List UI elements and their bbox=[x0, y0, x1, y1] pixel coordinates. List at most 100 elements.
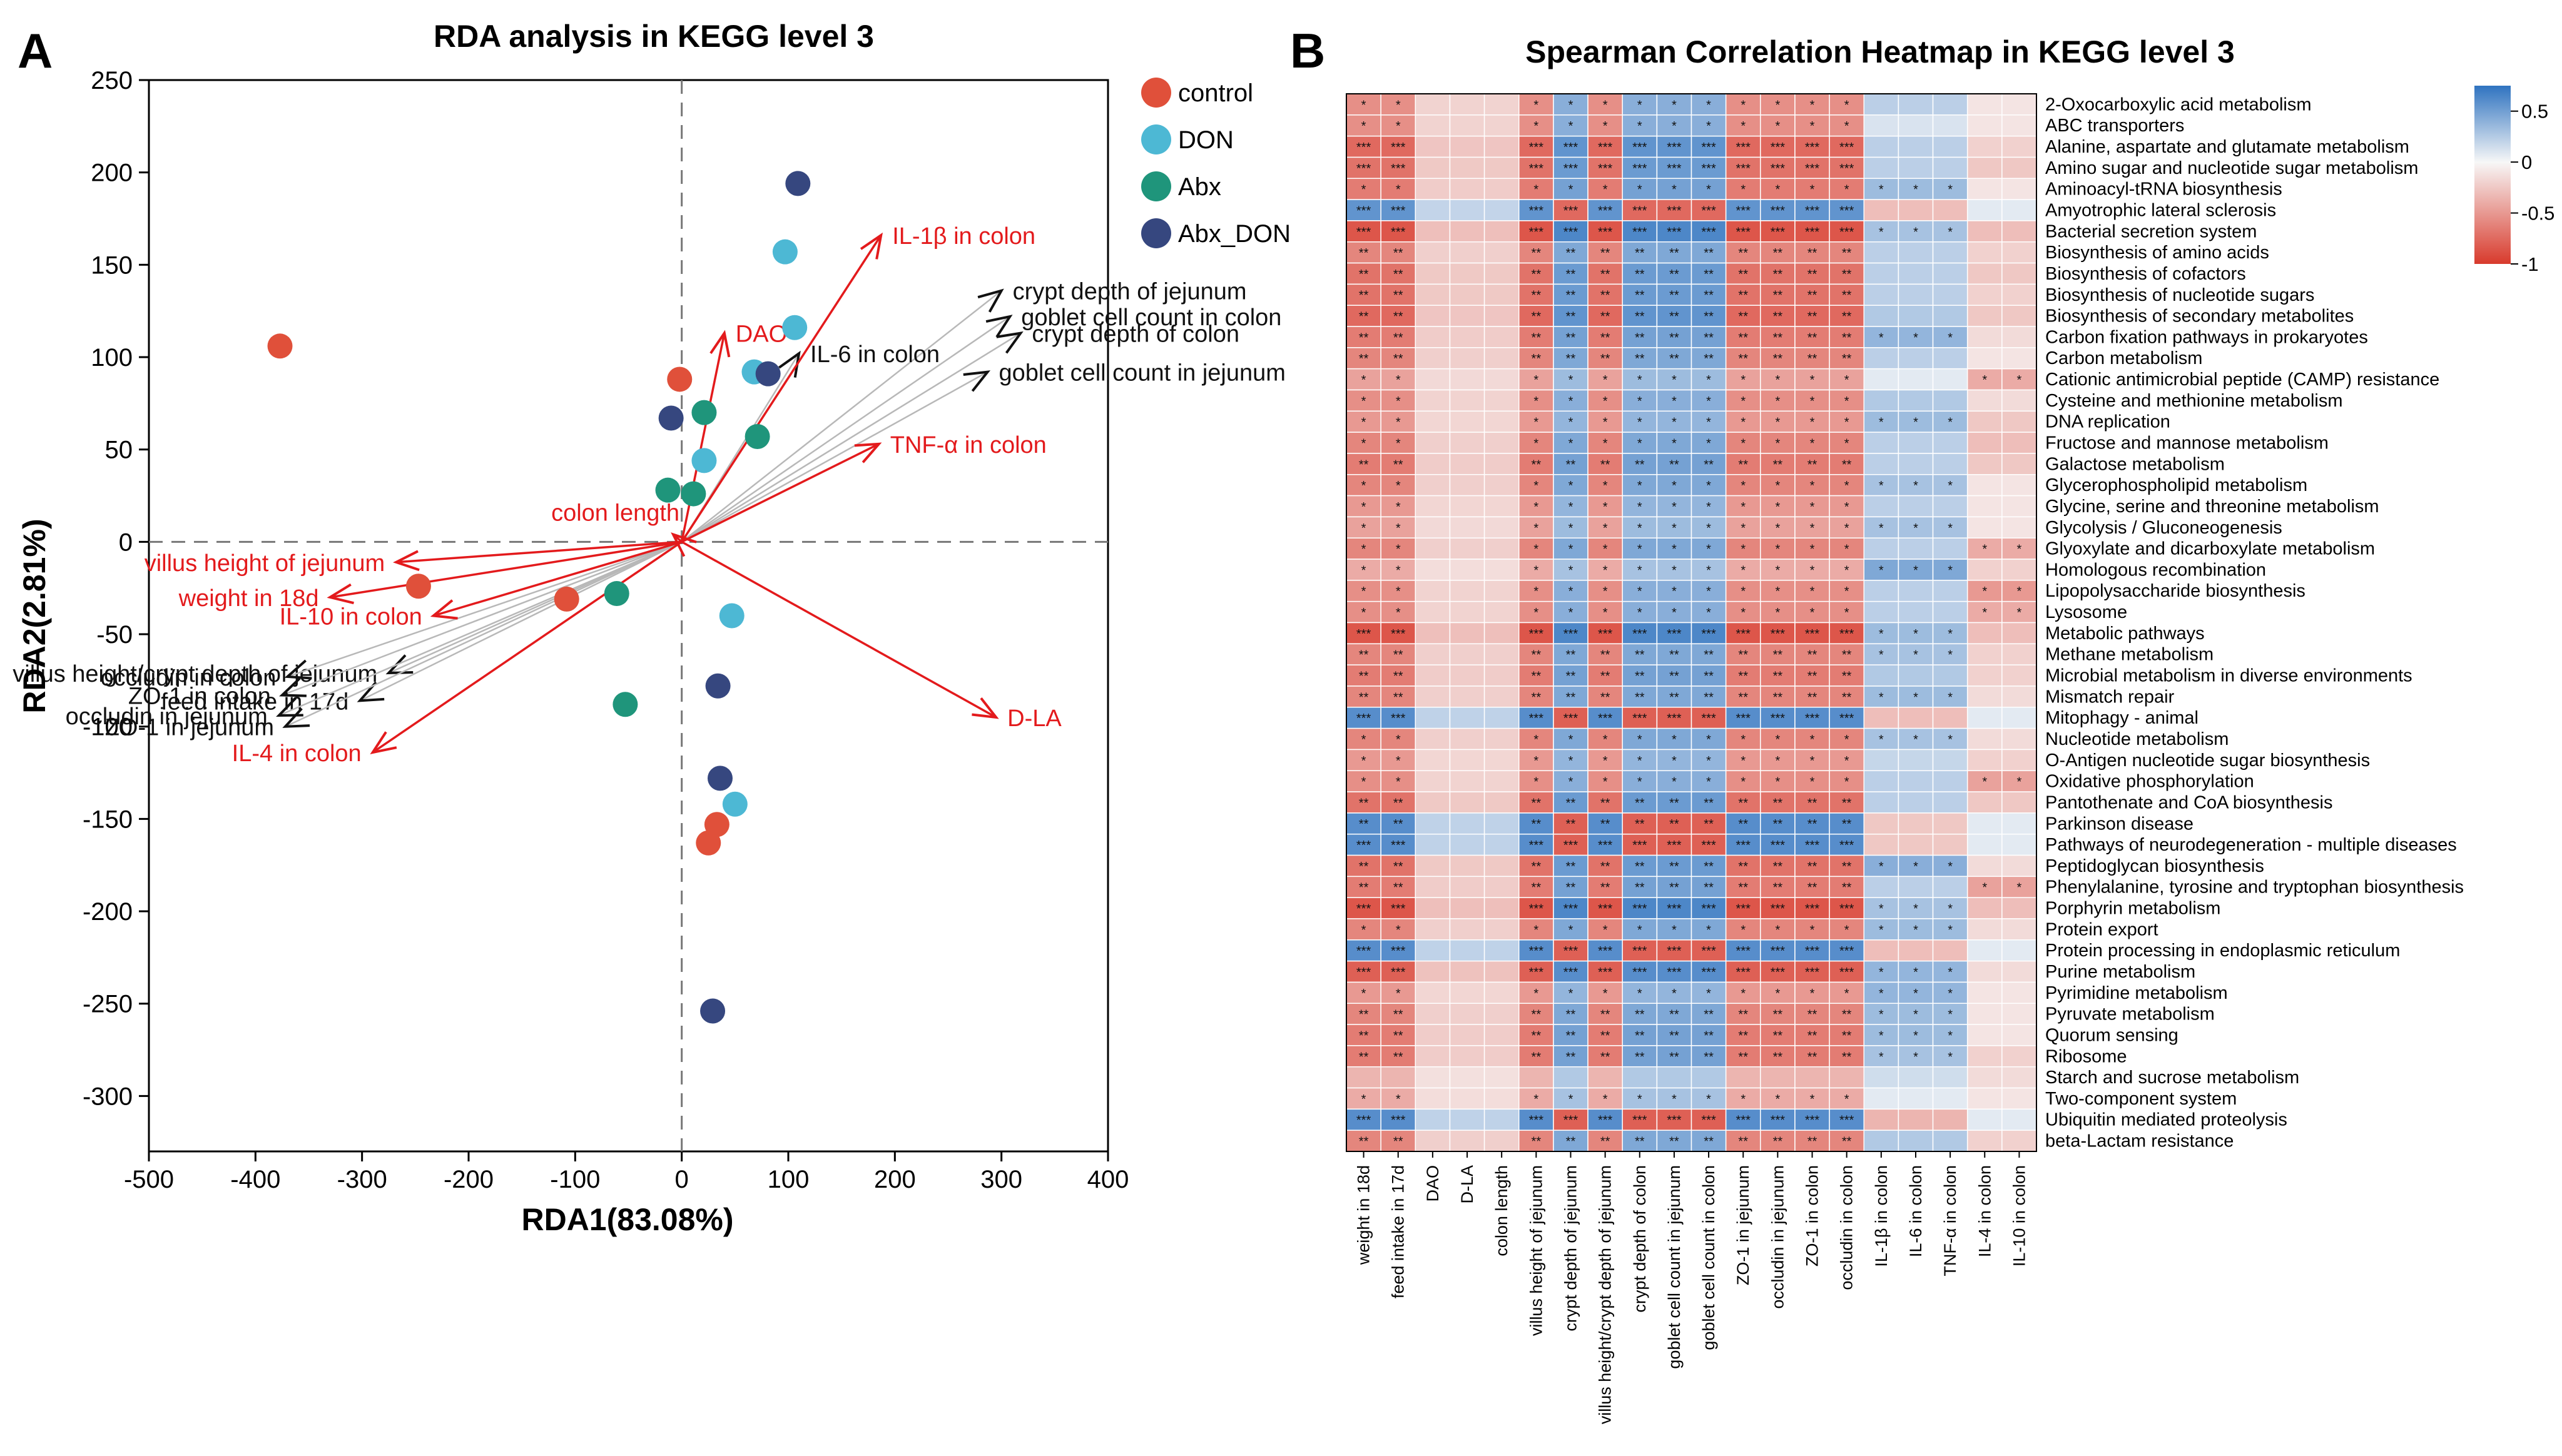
heatmap-cell bbox=[1863, 305, 1899, 327]
heatmap-significance-mark: ** bbox=[1773, 1008, 1783, 1022]
heatmap-cell bbox=[1829, 199, 1865, 221]
heatmap-cell bbox=[1966, 178, 2003, 200]
heatmap-cell bbox=[1449, 1087, 1485, 1110]
heatmap-significance-mark: * bbox=[1603, 479, 1608, 493]
heatmap-cell bbox=[1483, 453, 1520, 475]
heatmap-title: Spearman Correlation Heatmap in KEGG lev… bbox=[1525, 34, 2235, 69]
heatmap-cell bbox=[1794, 114, 1830, 137]
heatmap-significance-mark: * bbox=[1810, 373, 1815, 387]
heatmap-cell bbox=[1863, 1130, 1899, 1152]
heatmap-significance-mark: ** bbox=[1532, 1050, 1542, 1064]
rda-y-tick-label: -250 bbox=[83, 991, 133, 1018]
heatmap-significance-mark: ** bbox=[1842, 289, 1852, 303]
heatmap-row-label: Starch and sucrose metabolism bbox=[2045, 1068, 2299, 1088]
heatmap-cell bbox=[1346, 960, 1381, 983]
heatmap-significance-mark: ** bbox=[1773, 817, 1783, 831]
heatmap-significance-mark: * bbox=[1568, 585, 1573, 599]
heatmap-cell bbox=[1656, 876, 1692, 898]
heatmap-cell bbox=[1346, 537, 1381, 560]
heatmap-significance-mark: ** bbox=[1600, 881, 1610, 895]
heatmap-significance-mark: * bbox=[1603, 98, 1608, 112]
heatmap-significance-mark: * bbox=[1741, 522, 1746, 535]
heatmap-cell bbox=[1932, 283, 1968, 306]
heatmap-cell bbox=[1553, 749, 1589, 771]
heatmap-cell bbox=[1863, 156, 1899, 179]
heatmap-significance-mark: ** bbox=[1532, 881, 1542, 895]
heatmap-cell bbox=[2001, 727, 2037, 751]
heatmap-cell bbox=[1829, 241, 1865, 264]
rda-point-abx bbox=[613, 692, 638, 717]
heatmap-row-label: Bacterial secretion system bbox=[2045, 221, 2257, 241]
heatmap-significance-mark: *** bbox=[1839, 1114, 1854, 1128]
heatmap-cell bbox=[1690, 960, 1727, 983]
heatmap-cell bbox=[2001, 241, 2037, 264]
heatmap-significance-mark: * bbox=[1706, 543, 1711, 557]
heatmap-significance-mark: * bbox=[1637, 585, 1642, 599]
heatmap-cell bbox=[1483, 707, 1520, 729]
heatmap-cell bbox=[2001, 135, 2037, 158]
heatmap-significance-mark: * bbox=[1533, 923, 1538, 937]
heatmap-significance-mark: * bbox=[1568, 183, 1573, 197]
heatmap-significance-mark: * bbox=[1706, 395, 1711, 408]
heatmap-significance-mark: * bbox=[1568, 987, 1573, 1001]
heatmap-significance-mark: ** bbox=[1359, 458, 1369, 472]
heatmap-cell bbox=[1415, 854, 1451, 877]
heatmap-significance-mark: *** bbox=[1736, 627, 1751, 641]
rda-arrow-head bbox=[357, 681, 385, 702]
heatmap-significance-mark: *** bbox=[1667, 1114, 1682, 1128]
rda-arrow-head bbox=[671, 532, 697, 557]
heatmap-significance-mark: ** bbox=[1600, 649, 1610, 662]
heatmap-significance-mark: *** bbox=[1805, 141, 1820, 154]
heatmap-significance-mark: ** bbox=[1600, 1008, 1610, 1022]
heatmap-cell bbox=[1553, 326, 1589, 348]
heatmap-cell bbox=[1794, 283, 1830, 306]
heatmap-significance-mark: ** bbox=[1393, 458, 1403, 472]
heatmap-significance-mark: ** bbox=[1842, 796, 1852, 810]
heatmap-cell bbox=[2001, 368, 2037, 391]
heatmap-cell bbox=[1553, 516, 1589, 538]
heatmap-cell bbox=[1483, 283, 1520, 306]
heatmap-cell bbox=[1760, 854, 1796, 877]
heatmap-significance-mark: * bbox=[1396, 923, 1401, 937]
heatmap-cell bbox=[1656, 580, 1692, 602]
heatmap-row-label: Quorum sensing bbox=[2045, 1025, 2178, 1045]
heatmap-significance-mark: * bbox=[1844, 923, 1849, 937]
heatmap-cell bbox=[1483, 622, 1520, 645]
heatmap-significance-mark: ** bbox=[1842, 1050, 1852, 1064]
heatmap-significance-mark: * bbox=[1603, 987, 1608, 1001]
heatmap-cell bbox=[1380, 368, 1416, 391]
heatmap-row-label: Biosynthesis of secondary metabolites bbox=[2045, 306, 2354, 326]
heatmap-cell bbox=[1415, 833, 1451, 856]
heatmap-significance-mark: *** bbox=[1667, 162, 1682, 176]
heatmap-significance-mark: * bbox=[1741, 733, 1746, 747]
heatmap-significance-mark: *** bbox=[1391, 1114, 1406, 1128]
heatmap-cell bbox=[1587, 156, 1623, 179]
heatmap-cell bbox=[1760, 1045, 1796, 1068]
rda-arrow-label: TNF-α in colon bbox=[890, 432, 1047, 458]
heatmap-cell bbox=[1932, 199, 1968, 221]
heatmap-significance-mark: * bbox=[1741, 479, 1746, 493]
heatmap-significance-mark: ** bbox=[1704, 1008, 1714, 1022]
heatmap-significance-mark: * bbox=[1706, 754, 1711, 768]
heatmap-cell bbox=[1863, 1066, 1899, 1089]
heatmap-significance-mark: * bbox=[1672, 923, 1677, 937]
heatmap-significance-mark: ** bbox=[1393, 352, 1403, 366]
colorbar bbox=[2474, 86, 2511, 264]
heatmap-cell bbox=[1553, 707, 1589, 729]
heatmap-cell bbox=[1794, 495, 1830, 518]
heatmap-cell bbox=[1449, 199, 1485, 221]
heatmap-cell bbox=[1380, 474, 1416, 497]
legend-label: DON bbox=[1178, 126, 1234, 154]
heatmap-significance-mark: * bbox=[1361, 733, 1366, 747]
heatmap-significance-mark: * bbox=[1913, 690, 1918, 704]
heatmap-cell bbox=[1690, 559, 1727, 581]
heatmap-cell bbox=[1829, 685, 1865, 708]
heatmap-cell bbox=[1380, 939, 1416, 962]
heatmap-cell bbox=[1553, 135, 1589, 158]
heatmap-significance-mark: *** bbox=[1667, 944, 1682, 958]
heatmap-cell bbox=[1932, 432, 1968, 454]
heatmap-significance-mark: ** bbox=[1669, 1050, 1679, 1064]
heatmap-cell bbox=[1380, 600, 1416, 624]
heatmap-significance-mark: ** bbox=[1635, 1050, 1645, 1064]
